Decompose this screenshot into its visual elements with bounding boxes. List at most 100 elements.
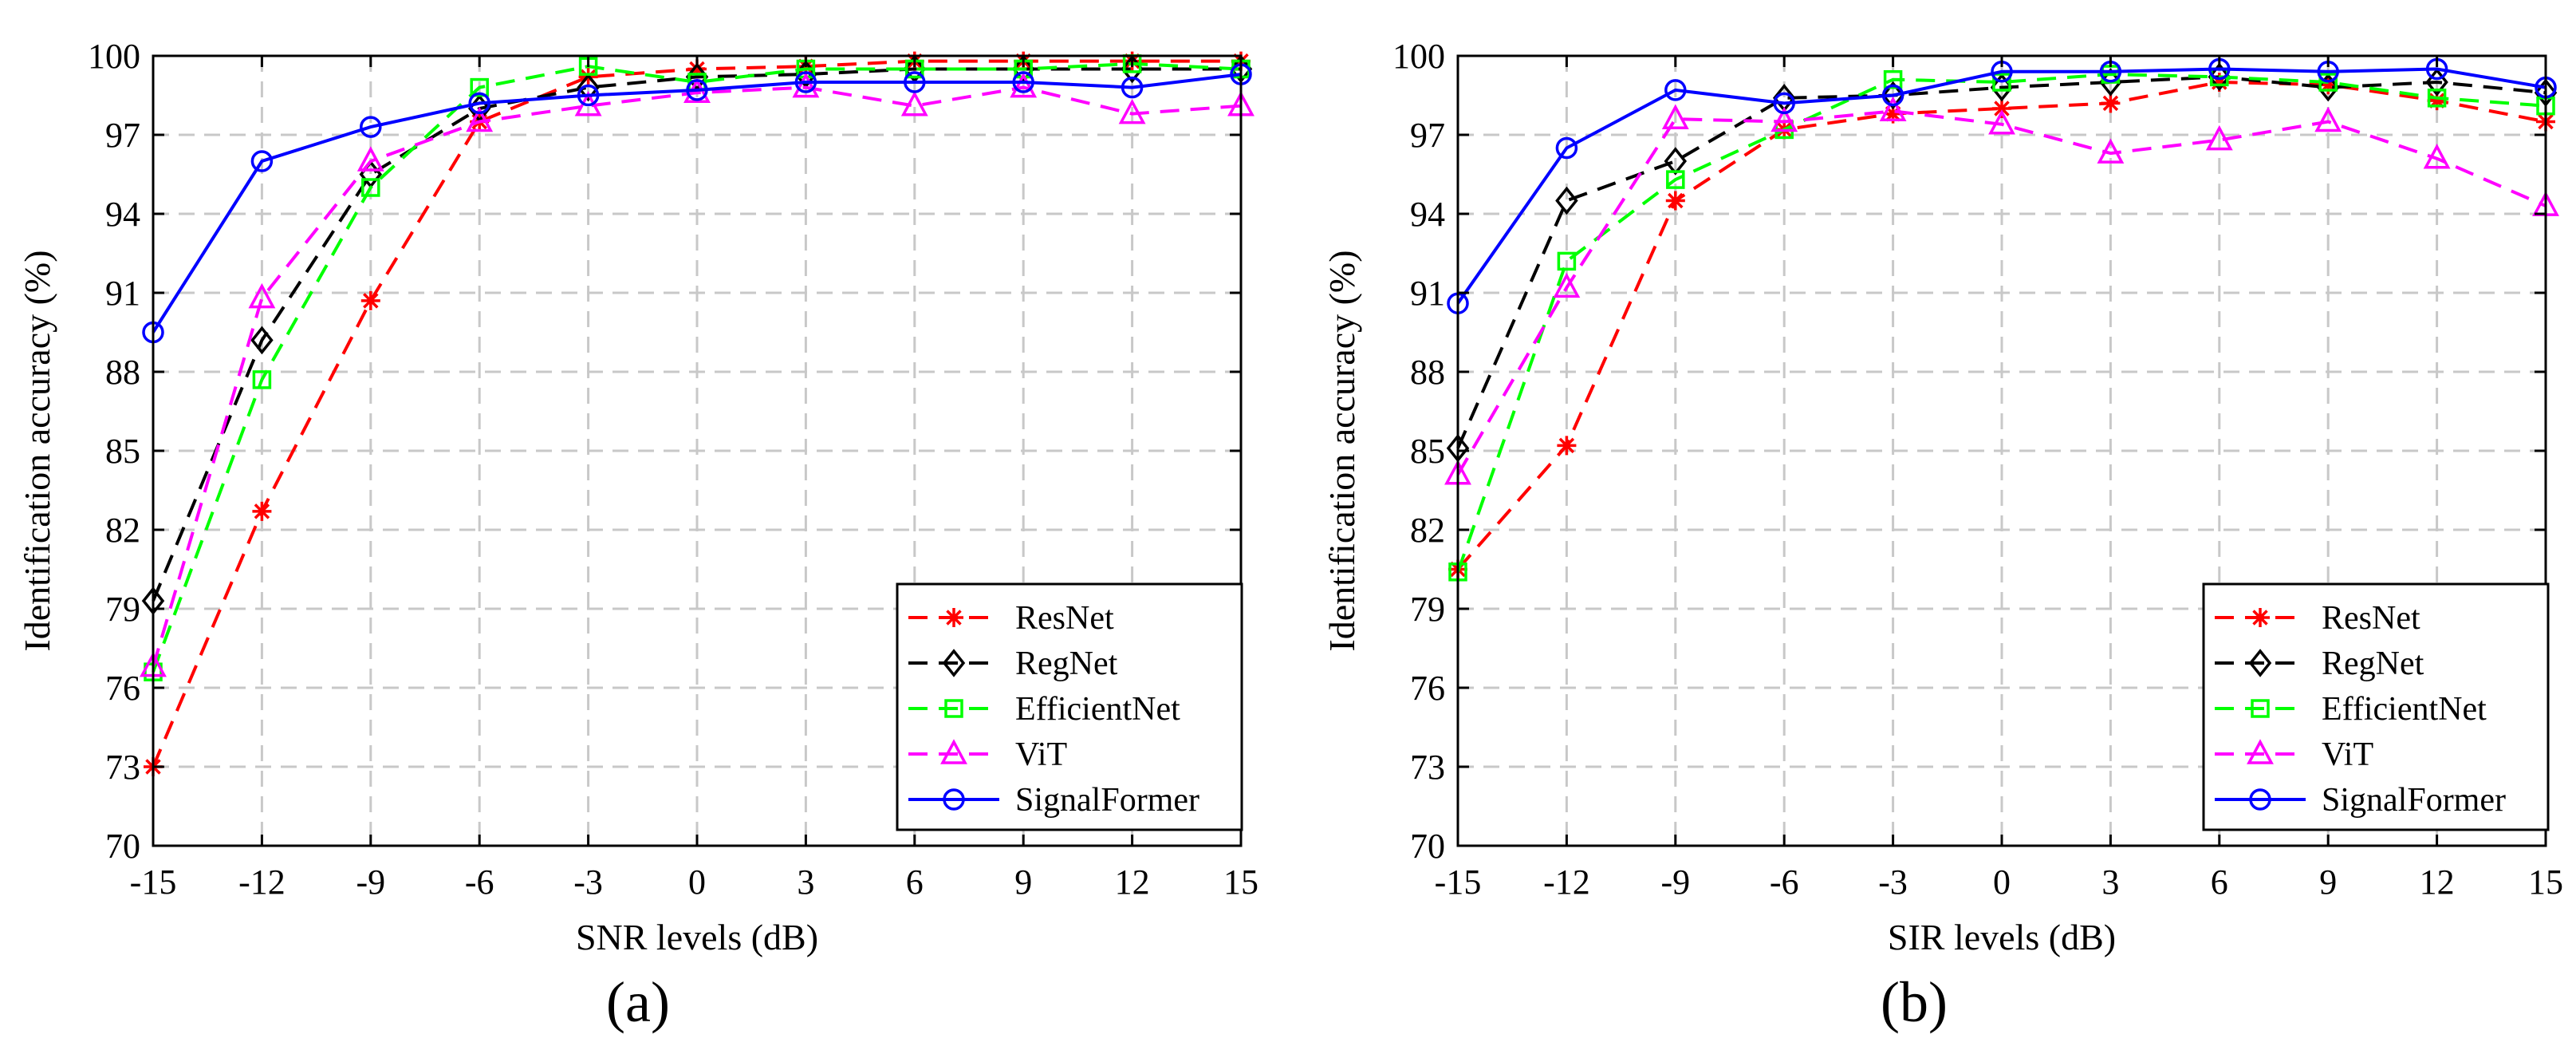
x-tick-label: 15 xyxy=(1223,862,1258,902)
x-tick-label: 15 xyxy=(2528,862,2563,902)
data-point-vit xyxy=(2423,144,2451,169)
y-tick-label: 94 xyxy=(1410,195,1445,234)
series-line-efficientnet xyxy=(152,61,1242,673)
data-point-regnet xyxy=(1881,81,1904,110)
legend-label-resnet: ResNet xyxy=(2322,600,2420,637)
data-point-resnet xyxy=(2209,73,2229,92)
y-tick-label: 88 xyxy=(1410,353,1445,392)
data-point-resnet xyxy=(1557,436,1577,456)
x-tick-label: -12 xyxy=(1543,862,1590,902)
data-point-signalformer xyxy=(1664,79,1687,101)
y-tick-label: 70 xyxy=(1410,827,1445,866)
data-point-resnet xyxy=(1665,191,1685,211)
series-line-regnet xyxy=(152,67,1241,602)
data-point-signalformer xyxy=(1881,84,1904,107)
data-point-signalformer xyxy=(360,116,382,138)
y-tick-label: 82 xyxy=(105,511,140,550)
x-tick-label: -6 xyxy=(1770,862,1799,902)
data-point-vit xyxy=(356,146,384,172)
legend-label-vit: ViT xyxy=(2322,736,2373,773)
legend-marker-signalformer xyxy=(2249,788,2271,811)
data-point-resnet xyxy=(2427,91,2447,111)
data-point-regnet xyxy=(1664,147,1688,176)
y-tick-label: 79 xyxy=(105,590,140,629)
panel-label: (a) xyxy=(606,970,670,1034)
y-tick-label: 85 xyxy=(105,432,140,471)
y-tick-label: 94 xyxy=(105,195,140,234)
data-point-regnet xyxy=(1555,186,1578,215)
data-point-efficientnet xyxy=(1666,170,1685,189)
data-point-signalformer xyxy=(577,84,600,107)
x-tick-label: -3 xyxy=(1878,862,1908,902)
y-axis-title: Identification accuracy (%) xyxy=(17,250,57,651)
x-tick-label: -3 xyxy=(573,862,603,902)
y-tick-label: 73 xyxy=(1410,748,1445,787)
y-tick-label: 97 xyxy=(105,116,140,155)
data-point-vit xyxy=(1010,72,1038,98)
data-point-resnet xyxy=(360,290,380,310)
data-point-signalformer xyxy=(1121,76,1144,99)
chart-panel-a: -15 -12 -9 -6 -3 0 3 6 9 12 15 70 73 76 79 82 85 88 91 94 97… xyxy=(17,37,1258,1034)
data-point-signalformer xyxy=(794,71,817,93)
y-tick-label: 97 xyxy=(1410,116,1445,155)
x-tick-label: -15 xyxy=(1435,862,1482,902)
y-tick-label: 79 xyxy=(1410,590,1445,629)
data-point-efficientnet xyxy=(252,370,272,389)
data-point-efficientnet xyxy=(1557,251,1577,271)
x-tick-label: -9 xyxy=(356,862,385,902)
legend: ResNet RegNet EfficientNet ViT SignalFormer xyxy=(2202,582,2550,831)
legend-marker-regnet xyxy=(942,649,966,677)
legend-marker-resnet xyxy=(944,608,963,627)
data-point-vit xyxy=(1988,109,2015,135)
grid xyxy=(1458,56,2546,846)
data-point-vit xyxy=(1879,96,1907,122)
legend-marker-signalformer xyxy=(943,788,965,811)
x-tick-label: -12 xyxy=(238,862,286,902)
data-point-signalformer xyxy=(1773,92,1795,115)
series-line-signalformer xyxy=(152,73,1242,334)
x-tick-label: 3 xyxy=(797,862,814,902)
y-tick-label: 82 xyxy=(1410,511,1445,550)
data-point-efficientnet xyxy=(2427,89,2447,108)
data-point-efficientnet xyxy=(361,178,380,197)
x-tick-label: 6 xyxy=(906,862,924,902)
y-tick-label: 91 xyxy=(105,274,140,313)
legend-label-regnet: RegNet xyxy=(1015,645,1118,682)
series-vit xyxy=(140,72,1255,677)
x-tick-label: 9 xyxy=(1014,862,1032,902)
series-line-vit xyxy=(1456,109,2546,476)
legend-label-signalformer: SignalFormer xyxy=(2322,782,2506,819)
y-tick-label: 88 xyxy=(105,353,140,392)
data-point-vit xyxy=(792,72,820,98)
data-point-signalformer xyxy=(468,92,490,115)
x-tick-label: 3 xyxy=(2101,862,2119,902)
chart-panel-b: -15 -12 -9 -6 -3 0 3 6 9 12 15 70 73 76 79 82 85 88 91 94 97… xyxy=(1321,37,2563,1034)
data-point-signalformer xyxy=(904,71,926,93)
data-point-resnet xyxy=(2101,93,2121,113)
legend-marker-efficientnet xyxy=(944,699,963,718)
data-point-vit xyxy=(900,91,928,116)
y-tick-label: 76 xyxy=(105,669,140,708)
legend: ResNet RegNet EfficientNet ViT SignalFormer xyxy=(896,582,1243,831)
x-tick-label: 6 xyxy=(2211,862,2228,902)
data-point-signalformer xyxy=(250,150,274,172)
x-tick-label: 0 xyxy=(688,862,706,902)
legend-label-regnet: RegNet xyxy=(2322,645,2424,682)
x-tick-label: 0 xyxy=(1993,862,2011,902)
series-vit xyxy=(1444,96,2559,485)
data-point-resnet xyxy=(687,59,707,79)
data-point-vit xyxy=(1771,106,1798,132)
data-point-vit xyxy=(2314,106,2342,132)
data-point-resnet xyxy=(1992,99,2011,118)
data-point-vit xyxy=(466,106,494,132)
data-point-resnet xyxy=(1883,104,1903,124)
legend-marker-resnet xyxy=(2251,608,2270,627)
data-point-resnet xyxy=(2318,75,2338,95)
data-point-regnet xyxy=(2208,62,2231,92)
data-point-signalformer xyxy=(1012,71,1034,93)
legend-label-signalformer: SignalFormer xyxy=(1015,782,1199,819)
x-tick-label: 9 xyxy=(2319,862,2337,902)
data-point-resnet xyxy=(252,501,272,521)
panel-label: (b) xyxy=(1881,970,1948,1034)
